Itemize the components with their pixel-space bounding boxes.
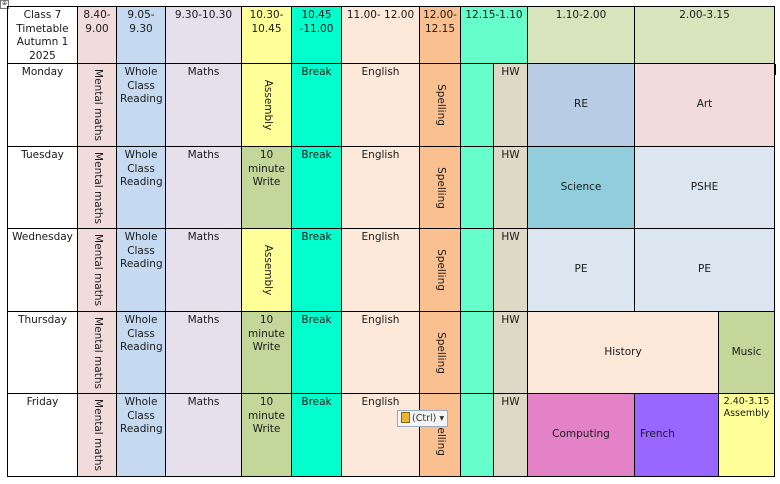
right-margin-marker [774, 64, 776, 75]
slot-header: 2.00-3.15 [635, 7, 775, 64]
day-label: Tuesday [8, 147, 78, 229]
maths-cell: Maths [166, 229, 242, 312]
reading-cell: Whole Class Reading [117, 229, 166, 312]
lunch-cell [461, 64, 494, 147]
spelling-cell: Spelling [420, 312, 461, 394]
timetable: Class 7 Timetable Autumn 1 2025 8.40-9.0… [7, 6, 775, 477]
hw-cell: HW [494, 147, 528, 229]
pe-cell: PE [635, 229, 775, 312]
slot-header: 9.30-10.30 [166, 7, 242, 64]
french-cell: French [635, 394, 719, 477]
lunch-cell [461, 312, 494, 394]
mental-maths-cell: Mental maths [78, 229, 117, 312]
spelling-cell: Spelling [420, 147, 461, 229]
maths-cell: Maths [166, 312, 242, 394]
maths-cell: Maths [166, 394, 242, 477]
music-cell: Music [719, 312, 775, 394]
day-label: Friday [8, 394, 78, 477]
chevron-down-icon: ▾ [439, 413, 445, 424]
slot-header: 10.30-10.45 [242, 7, 292, 64]
mental-maths-cell: Mental maths [78, 64, 117, 147]
reading-cell: Whole Class Reading [117, 394, 166, 477]
maths-cell: Maths [166, 147, 242, 229]
history-cell: History [528, 312, 719, 394]
slot-header: 11.00- 12.00 [342, 7, 420, 64]
slot-header: 8.40-9.00 [78, 7, 117, 64]
break-cell: Break [292, 229, 342, 312]
hw-cell: HW [494, 312, 528, 394]
pe-cell: PE [528, 229, 635, 312]
day-label: Thursday [8, 312, 78, 394]
re-cell: RE [528, 64, 635, 147]
lunch-cell [461, 394, 494, 477]
hw-cell: HW [494, 229, 528, 312]
mental-maths-cell: Mental maths [78, 312, 117, 394]
spelling-cell: Spelling [420, 64, 461, 147]
spelling-cell: Spelling [420, 394, 461, 477]
paste-options-label: (Ctrl) [412, 413, 437, 424]
english-cell: English [342, 394, 420, 477]
art-cell: Art [635, 64, 775, 147]
break-cell: Break [292, 147, 342, 229]
reading-cell: Whole Class Reading [117, 64, 166, 147]
slot-header: 12.00-12.15 [420, 7, 461, 64]
pshe-cell: PSHE [635, 147, 775, 229]
corner-title: Class 7 Timetable Autumn 1 2025 [8, 7, 78, 64]
table-move-handle-icon[interactable]: ⊕ [0, 0, 9, 9]
english-cell: English [342, 312, 420, 394]
science-cell: Science [528, 147, 635, 229]
break-cell: Break [292, 312, 342, 394]
assembly-cell: Assembly [242, 64, 292, 147]
english-cell: English [342, 229, 420, 312]
day-label: Wednesday [8, 229, 78, 312]
slot-header: 9.05-9.30 [117, 7, 166, 64]
mental-maths-cell: Mental maths [78, 394, 117, 477]
lunch-cell [461, 147, 494, 229]
slot-header: 1.10-2.00 [528, 7, 635, 64]
hw-cell: HW [494, 64, 528, 147]
english-cell: English [342, 64, 420, 147]
computing-cell: Computing [528, 394, 635, 477]
mental-maths-cell: Mental maths [78, 147, 117, 229]
maths-cell: Maths [166, 64, 242, 147]
write-cell: 10 minute Write [242, 312, 292, 394]
break-cell: Break [292, 64, 342, 147]
hw-cell: HW [494, 394, 528, 477]
assembly-pm-cell: 2.40-3.15 Assembly [719, 394, 775, 477]
day-label: Monday [8, 64, 78, 147]
spelling-cell: Spelling [420, 229, 461, 312]
slot-header: 12.15-1.10 [461, 7, 528, 64]
clipboard-icon [401, 412, 410, 423]
english-cell: English [342, 147, 420, 229]
write-cell: 10 minute Write [242, 394, 292, 477]
reading-cell: Whole Class Reading [117, 147, 166, 229]
assembly-cell: Assembly [242, 229, 292, 312]
lunch-cell [461, 229, 494, 312]
slot-header: 10.45 -11.00 [292, 7, 342, 64]
paste-options-button[interactable]: (Ctrl) ▾ [397, 410, 449, 427]
write-cell: 10 minute Write [242, 147, 292, 229]
reading-cell: Whole Class Reading [117, 312, 166, 394]
break-cell: Break [292, 394, 342, 477]
